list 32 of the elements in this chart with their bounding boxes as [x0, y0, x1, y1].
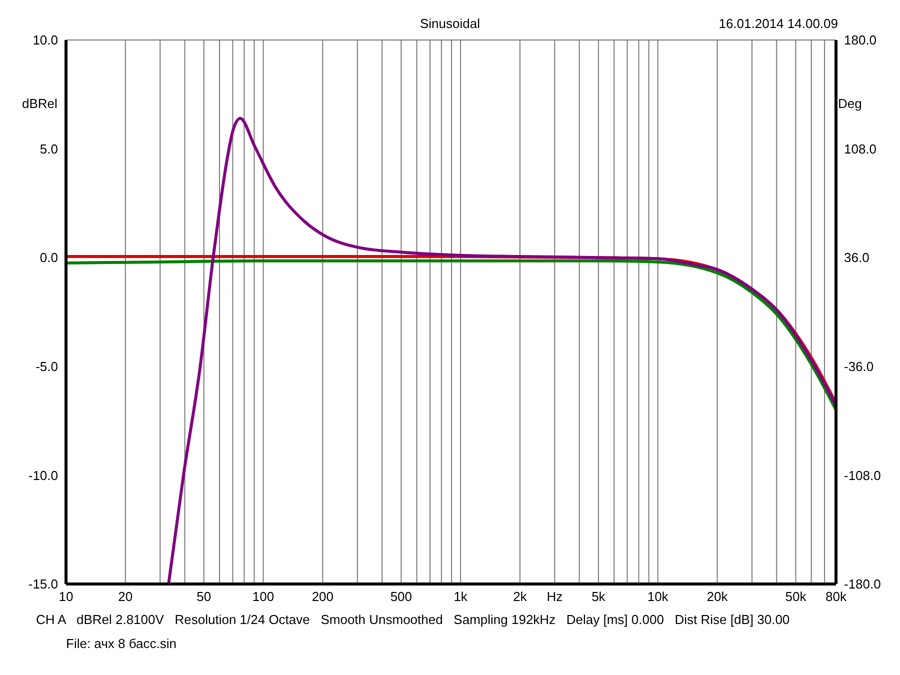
y-tick-label: -10.0 — [28, 468, 58, 483]
text: File: ачх 8 басс.sin — [66, 636, 176, 651]
x-tick-label: 50k — [785, 589, 807, 604]
x-tick-label: 20k — [706, 589, 728, 604]
y-tick-label: -5.0 — [36, 359, 58, 374]
y2-tick-label: 108.0 — [844, 141, 877, 156]
x-tick-label: 20 — [118, 589, 133, 604]
x-tick-label: 10k — [647, 589, 669, 604]
x-tick-label: 2k — [513, 589, 528, 604]
y2-tick-label: 180.0 — [844, 32, 877, 48]
text: 16.01.2014 14.00.09 — [718, 16, 838, 31]
x-tick-label: 1k — [454, 589, 468, 604]
y-tick-label: -15.0 — [28, 576, 58, 592]
y-axis-title: dBRel — [22, 96, 58, 111]
y2-axis-title: Deg — [838, 96, 862, 111]
x-tick-label: 200 — [312, 589, 334, 604]
x-tick-label: 50 — [196, 589, 212, 604]
x-tick-label: 80k — [826, 589, 847, 604]
y2-tick-label: -180.0 — [844, 576, 881, 592]
y-tick-label: 10.0 — [32, 32, 58, 48]
text: CH A dBRel 2.8100V Resolution 1/24 Octave Smooth Unsmoothed Sampling 192kHz Delay [ms] 0.000 Dist Rise [dB] 30.00 — [36, 612, 790, 627]
y-tick-label: 5.0 — [40, 141, 58, 156]
chart-title: Sinusoidal — [420, 16, 480, 31]
x-tick-label: Hz — [546, 589, 563, 604]
x-tick-label: 500 — [390, 589, 412, 604]
y2-tick-label: -36.0 — [844, 359, 874, 374]
x-tick-label: 100 — [252, 589, 274, 604]
x-tick-label: 10 — [58, 589, 74, 604]
y2-tick-label: -108.0 — [844, 468, 881, 483]
y-tick-label: 0.0 — [40, 250, 58, 266]
y2-tick-label: 36.0 — [844, 250, 870, 266]
x-tick-label: 5k — [592, 589, 606, 604]
